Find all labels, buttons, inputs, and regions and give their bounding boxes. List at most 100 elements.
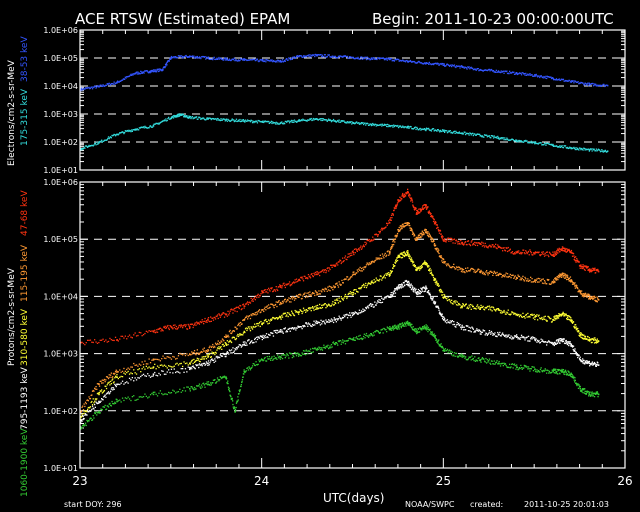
- data-point: [456, 65, 458, 68]
- data-point: [568, 79, 570, 81]
- data-point: [370, 261, 372, 263]
- data-point: [230, 332, 233, 335]
- data-point: [128, 334, 131, 336]
- data-point: [148, 375, 150, 377]
- data-point: [376, 58, 378, 61]
- data-point: [374, 58, 376, 60]
- data-point: [141, 374, 143, 376]
- data-point: [427, 128, 429, 130]
- data-point: [561, 312, 564, 315]
- data-point: [530, 250, 532, 253]
- data-point: [578, 147, 581, 149]
- data-point: [433, 243, 436, 245]
- data-point: [199, 352, 201, 354]
- data-point: [162, 370, 164, 372]
- data-point: [324, 119, 326, 121]
- data-point: [165, 118, 167, 120]
- data-point: [436, 247, 438, 249]
- data-point: [429, 129, 431, 132]
- data-point: [195, 324, 197, 326]
- data-point: [164, 67, 166, 69]
- data-point: [205, 321, 207, 323]
- data-point: [252, 313, 254, 315]
- data-point: [335, 283, 337, 285]
- data-point: [372, 236, 374, 238]
- data-point: [427, 211, 429, 213]
- data-point: [221, 338, 224, 340]
- data-point: [219, 119, 221, 121]
- data-point: [494, 271, 496, 274]
- data-point: [392, 239, 394, 241]
- data-point: [158, 123, 160, 125]
- data-point: [330, 121, 333, 123]
- data-point: [169, 371, 171, 374]
- data-point: [195, 354, 197, 356]
- data-point: [397, 256, 399, 258]
- data-point: [210, 118, 212, 121]
- data-point: [261, 336, 263, 338]
- data-point: [187, 323, 189, 326]
- data-point: [593, 339, 595, 342]
- data-point: [524, 140, 526, 142]
- data-point: [559, 145, 561, 147]
- data-point: [240, 323, 242, 325]
- data-point: [522, 275, 524, 277]
- data-point: [90, 410, 92, 412]
- data-point: [196, 116, 198, 118]
- data-point: [207, 356, 209, 358]
- data-point: [428, 61, 430, 64]
- data-point: [87, 145, 89, 148]
- data-point: [437, 248, 439, 250]
- data-point: [172, 116, 174, 118]
- data-point: [234, 348, 236, 350]
- data-point: [182, 325, 184, 327]
- data-point: [490, 271, 493, 273]
- data-point: [346, 256, 349, 258]
- data-point: [131, 73, 133, 75]
- data-point: [258, 296, 260, 298]
- data-point: [590, 148, 593, 150]
- data-point: [198, 353, 201, 355]
- data-point: [260, 121, 262, 123]
- data-point: [541, 318, 544, 321]
- data-point: [597, 149, 599, 151]
- data-point: [182, 368, 184, 370]
- data-point: [168, 328, 170, 331]
- data-point: [368, 124, 370, 126]
- data-point: [567, 315, 569, 317]
- data-point: [591, 82, 593, 85]
- data-point: [548, 76, 550, 78]
- data-point: [154, 358, 156, 360]
- data-point: [407, 250, 409, 252]
- data-point: [405, 126, 407, 128]
- data-point: [360, 123, 362, 125]
- data-point: [379, 258, 381, 260]
- data-point: [133, 369, 135, 371]
- data-point: [114, 372, 116, 375]
- data-point: [193, 361, 196, 363]
- data-point: [382, 255, 384, 257]
- data-point: [316, 304, 319, 307]
- data-point: [547, 254, 549, 256]
- data-point: [588, 84, 590, 87]
- data-point: [377, 124, 379, 127]
- data-point: [198, 323, 201, 325]
- data-point: [556, 317, 558, 319]
- data-point: [480, 269, 482, 272]
- data-point: [427, 266, 429, 268]
- data-point: [567, 80, 569, 82]
- data-point: [248, 59, 250, 61]
- data-point: [455, 300, 457, 302]
- data-point: [419, 236, 421, 238]
- data-point: [302, 56, 304, 58]
- data-point: [173, 365, 175, 367]
- data-point: [518, 275, 520, 278]
- data-point: [84, 145, 87, 147]
- data-point: [580, 264, 582, 266]
- data-point: [312, 54, 314, 56]
- data-point: [553, 255, 555, 257]
- data-point: [403, 127, 405, 129]
- data-point: [256, 121, 258, 123]
- data-point: [416, 269, 418, 271]
- data-point: [132, 74, 134, 76]
